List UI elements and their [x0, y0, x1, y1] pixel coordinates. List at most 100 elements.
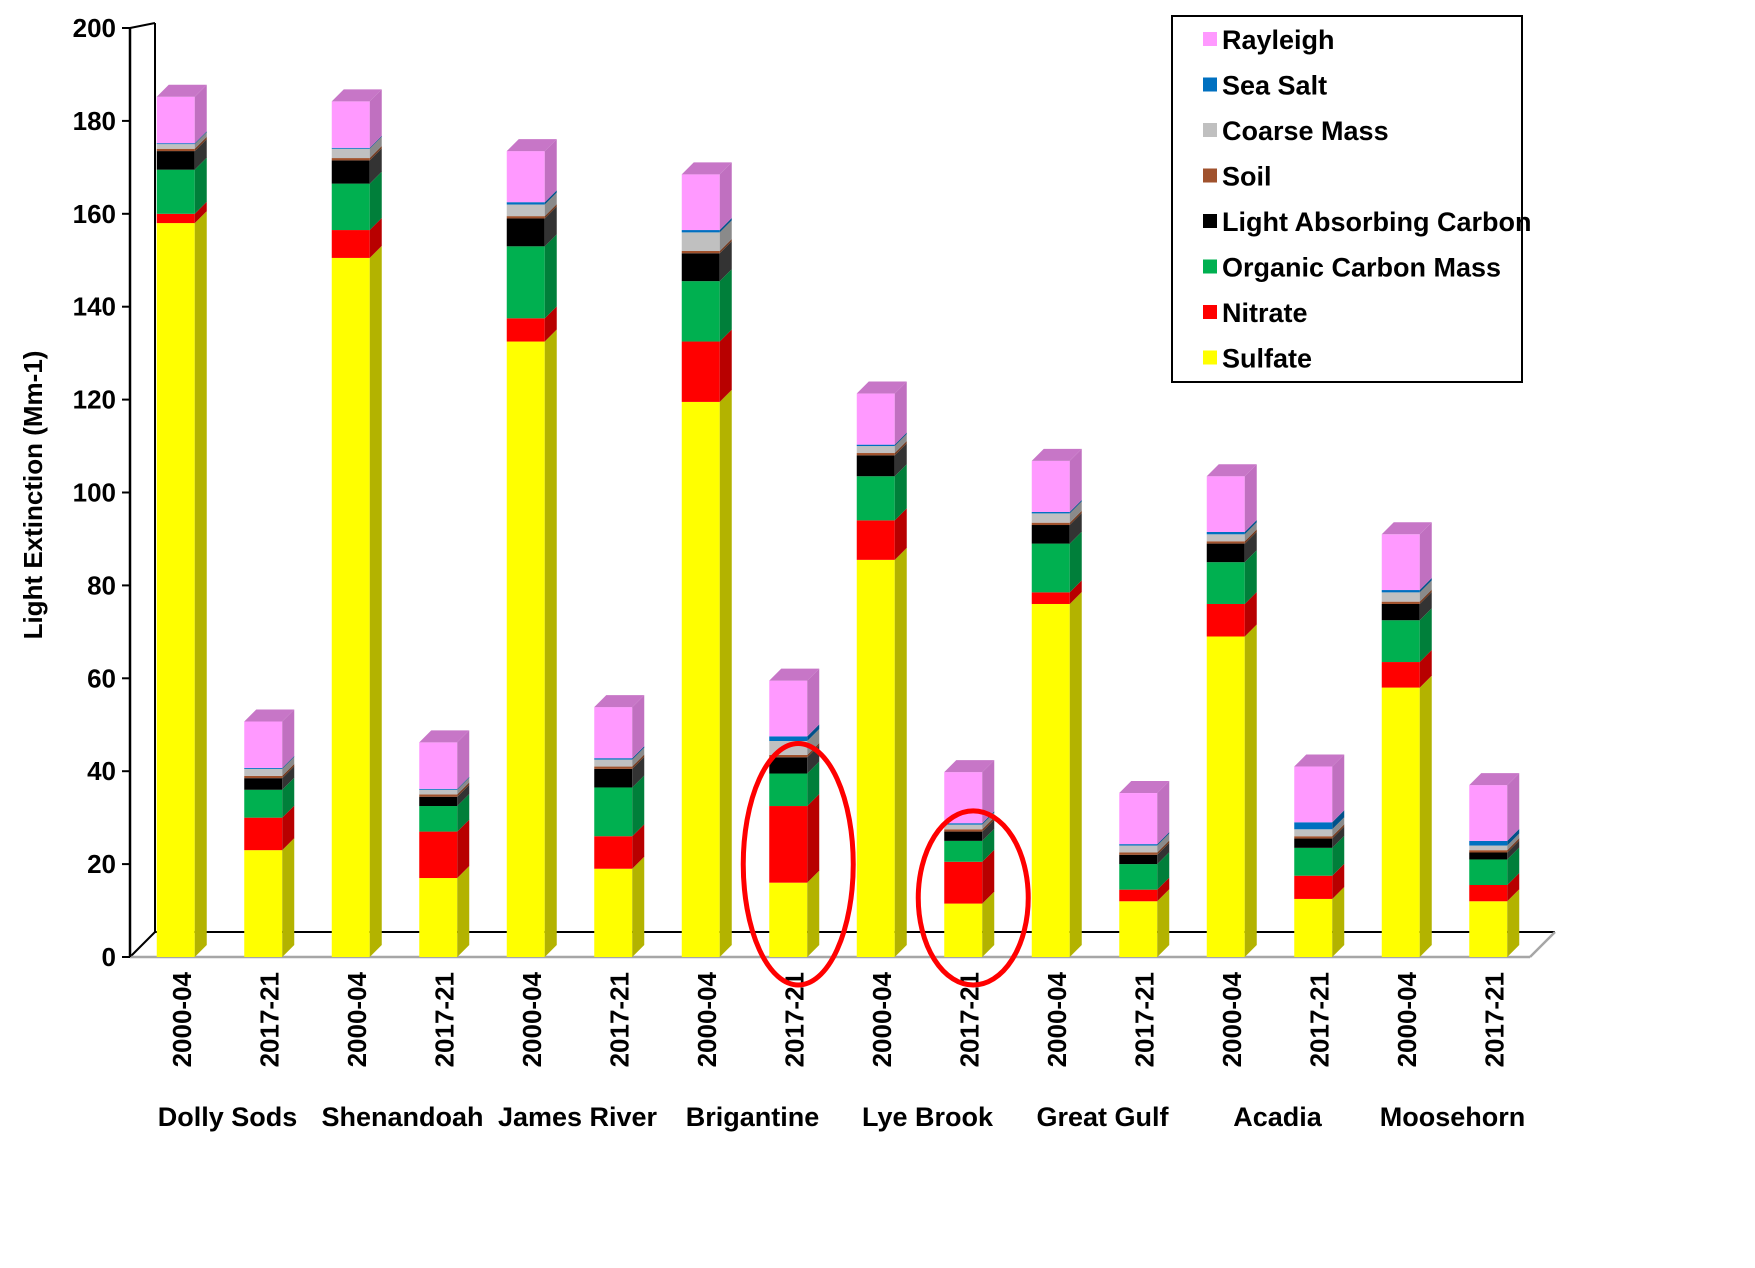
bar-segment-sea-salt	[1294, 822, 1333, 830]
bar-top-face	[419, 730, 470, 743]
bar-segment-nitrate	[944, 861, 983, 904]
legend-swatch-sea-salt	[1203, 77, 1217, 92]
bar-segment-sulfate	[1381, 687, 1420, 957]
bar-segment-sulfate-side	[632, 856, 645, 957]
bar-segment-light-absorbing-carbon-side	[544, 206, 557, 247]
y-tick-label: 60	[87, 663, 116, 693]
bar-segment-rayleigh	[244, 721, 283, 768]
bar-segment-sulfate-side	[457, 866, 470, 957]
bar-segment-light-absorbing-carbon	[594, 768, 633, 788]
y-axis: 0 20 40 60 80 100 120 140 160 180 200	[73, 13, 130, 972]
bar-segment-organic-carbon-mass-side	[369, 171, 382, 231]
bar-segment-sea-salt	[156, 143, 195, 145]
bar-stack	[331, 89, 382, 958]
annotations	[740, 741, 1031, 988]
bar-segment-organic-carbon-mass	[944, 840, 983, 862]
bar-segment-organic-carbon-mass	[769, 773, 808, 807]
bar-segment-organic-carbon-mass	[1381, 620, 1420, 663]
bar-segment-sulfate-side	[719, 389, 732, 957]
floor-back-edge-left	[129, 931, 156, 958]
bar-segment-sea-salt-side	[632, 746, 645, 760]
bar-segment-sea-salt-side	[1332, 810, 1345, 830]
bar-segment-nitrate	[506, 318, 545, 342]
bar-segment-organic-carbon-mass-side	[1157, 852, 1170, 890]
bar-segment-light-absorbing-carbon-side	[1157, 842, 1170, 865]
bar-segment-nitrate	[1119, 889, 1158, 902]
bar-segment-nitrate	[594, 836, 633, 869]
site-label-moosehorn: Moosehorn	[1380, 1102, 1526, 1132]
bar-segment-soil-side	[894, 441, 907, 456]
bar-segment-sulfate	[1119, 901, 1158, 957]
bar-segment-light-absorbing-carbon-side	[457, 784, 470, 807]
bar-segment-light-absorbing-carbon	[856, 455, 895, 477]
bar-segment-rayleigh-side	[457, 730, 470, 789]
bar-segment-organic-carbon-mass-side	[194, 157, 207, 214]
legend-swatch-organic-carbon-mass	[1203, 259, 1217, 274]
bar-segment-sulfate	[594, 868, 633, 957]
bar-segment-sulfate	[681, 401, 720, 957]
bar-segment-soil	[1381, 601, 1420, 604]
bar-stack	[156, 84, 207, 958]
bar-top-face	[681, 162, 732, 175]
bar-segment-sulfate-side	[194, 211, 207, 958]
bar-segment-organic-carbon-mass	[1031, 543, 1070, 593]
bar-segment-nitrate	[1294, 875, 1333, 899]
bar-segment-organic-carbon-mass-side	[1332, 835, 1345, 876]
bar-top-face	[156, 84, 207, 97]
bar-segment-sea-salt	[1381, 590, 1420, 593]
site-label-james-river: James River	[498, 1102, 658, 1132]
bar-segment-rayleigh	[506, 151, 545, 203]
bar-segment-soil-side	[457, 782, 470, 797]
bar-segment-rayleigh	[419, 742, 458, 789]
bar-segment-rayleigh	[1031, 460, 1070, 513]
legend-label-sulfate: Sulfate	[1222, 344, 1312, 374]
bar-segment-sea-salt-side	[894, 432, 907, 447]
legend-swatch-coarse-mass	[1203, 123, 1217, 137]
bar-stack	[1206, 464, 1257, 957]
bar-segment-rayleigh-side	[194, 84, 207, 144]
bar-segment-coarse-mass	[1031, 513, 1070, 523]
bar-segment-nitrate-side	[632, 824, 645, 869]
bar-segment-coarse-mass-side	[1244, 522, 1257, 542]
bar-segment-sea-salt-side	[369, 135, 382, 149]
bar-segment-soil	[856, 453, 895, 456]
bar-segment-soil-side	[1157, 840, 1170, 855]
y-tick-label: 0	[102, 942, 116, 972]
bar-segment-light-absorbing-carbon	[244, 778, 283, 790]
bar-segment-rayleigh-side	[982, 760, 995, 824]
bar-segment-nitrate	[856, 520, 895, 560]
bar-segment-organic-carbon-mass	[1206, 562, 1245, 604]
bar-segment-organic-carbon-mass	[244, 789, 283, 818]
bar-segment-nitrate	[244, 817, 283, 851]
bar-top-face	[331, 89, 382, 102]
bar-segment-organic-carbon-mass-side	[457, 794, 470, 832]
bar-segment-sea-salt	[419, 788, 458, 790]
bar-segment-organic-carbon-mass	[156, 169, 195, 214]
bar-segment-nitrate-side	[457, 819, 470, 879]
bar-segment-soil	[419, 794, 458, 797]
bar-segment-coarse-mass	[506, 204, 545, 217]
x-tick-label: 2000-04	[1392, 971, 1422, 1067]
bar-segment-light-absorbing-carbon	[1381, 603, 1420, 621]
bar-segment-soil	[331, 158, 370, 161]
bar-segment-coarse-mass-side	[544, 192, 557, 217]
bar-segment-light-absorbing-carbon	[681, 253, 720, 282]
bar-segment-sulfate	[856, 559, 895, 957]
bar-segment-coarse-mass	[419, 789, 458, 795]
site-label-shenandoah: Shenandoah	[321, 1102, 483, 1132]
bar-stack	[244, 709, 295, 957]
bar-segment-coarse-mass-side	[1419, 580, 1432, 602]
bar-stack	[681, 162, 732, 957]
bar-segment-rayleigh	[1119, 793, 1158, 845]
x-tick-label: 2000-04	[517, 971, 547, 1067]
bar-top-face	[1031, 448, 1082, 461]
bar-stack	[856, 381, 907, 957]
bar-segment-coarse-mass-side	[194, 132, 207, 149]
bar-segment-organic-carbon-mass-side	[719, 269, 732, 342]
bar-segment-organic-carbon-mass-side	[894, 464, 907, 521]
y-tick-label: 120	[73, 385, 116, 415]
legend-swatch-light-absorbing-carbon	[1203, 214, 1217, 228]
bar-segment-rayleigh-side	[807, 668, 820, 737]
bar-segment-nitrate-side	[1419, 650, 1432, 688]
legend-swatch-soil	[1203, 168, 1217, 183]
